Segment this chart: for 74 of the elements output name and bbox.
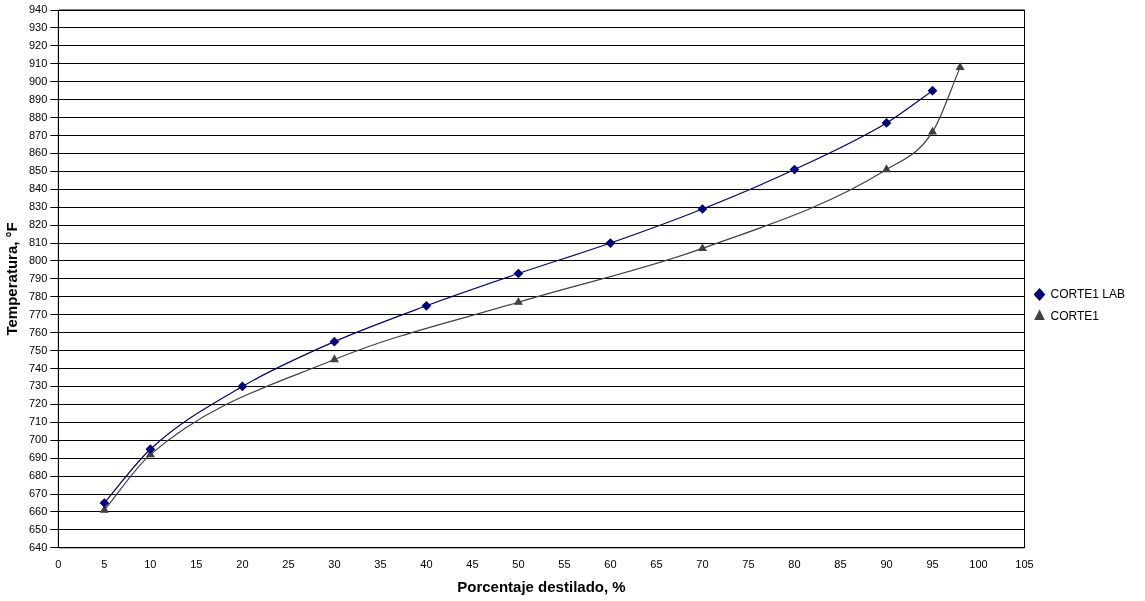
legend-label: CORTE1 <box>1050 308 1100 323</box>
y-tick-label: 870 <box>28 128 48 141</box>
y-tick-label: 850 <box>28 164 48 177</box>
y-tick-label: 780 <box>28 289 48 302</box>
y-axis-title: Temperatura, °F <box>3 222 21 336</box>
x-tick-label: 95 <box>926 558 939 571</box>
point <box>99 498 109 508</box>
x-tick-label: 75 <box>742 558 755 571</box>
y-tick-label: 820 <box>28 218 48 231</box>
point <box>100 505 109 513</box>
y-tick-label: 880 <box>28 110 48 123</box>
y-tick-label: 770 <box>28 307 48 320</box>
x-tick-label: 50 <box>512 558 525 571</box>
y-tick-label: 650 <box>28 522 48 535</box>
x-tick-label: 15 <box>190 558 203 571</box>
x-tick-label: 45 <box>466 558 479 571</box>
y-tick-label: 940 <box>28 3 48 16</box>
x-tick-label: 65 <box>650 558 663 571</box>
x-axis-title: Porcentaje destilado, % <box>457 578 626 596</box>
point <box>605 238 616 248</box>
point <box>513 268 524 279</box>
legend-label: CORTE1 LAB <box>1050 286 1126 301</box>
point <box>421 301 432 311</box>
point <box>882 164 891 173</box>
point <box>881 118 892 128</box>
x-tick-label: 40 <box>420 558 433 571</box>
y-tick-label: 860 <box>28 146 48 159</box>
point <box>698 243 707 252</box>
x-tick-label: 85 <box>834 558 847 571</box>
point <box>927 86 938 96</box>
point <box>956 62 965 70</box>
y-tick-label: 730 <box>28 379 48 392</box>
x-tick-label: 35 <box>374 558 387 571</box>
y-tick-label: 640 <box>28 540 48 553</box>
point <box>697 204 708 214</box>
point <box>329 337 339 347</box>
y-tick-label: 890 <box>28 92 48 105</box>
y-tick-label: 750 <box>28 343 48 356</box>
point <box>928 127 937 135</box>
x-tick-label: 30 <box>328 558 341 571</box>
y-tick-label: 840 <box>28 182 48 195</box>
point <box>237 381 247 392</box>
y-tick-label: 900 <box>28 74 48 87</box>
x-tick-label: 5 <box>101 558 108 571</box>
x-tick-label: 90 <box>880 558 893 571</box>
y-tick-label: 680 <box>28 469 48 482</box>
point <box>514 297 523 305</box>
y-tick-label: 910 <box>28 56 48 69</box>
point <box>330 354 339 363</box>
x-tick-label: 55 <box>558 558 571 571</box>
x-tick-label: 80 <box>788 558 801 571</box>
y-tick-label: 710 <box>28 415 48 428</box>
x-tick-label: 25 <box>282 558 295 571</box>
y-tick-label: 660 <box>28 504 48 517</box>
x-tick-label: 0 <box>55 558 62 571</box>
x-tick-label: 100 <box>969 558 988 571</box>
y-tick-label: 720 <box>28 397 48 410</box>
y-tick-label: 930 <box>28 20 48 33</box>
y-tick-label: 700 <box>28 433 48 446</box>
y-tick-label: 790 <box>28 271 48 284</box>
point <box>145 444 155 454</box>
y-tick-label: 920 <box>28 38 48 51</box>
y-tick-label: 830 <box>28 200 48 213</box>
y-tick-label: 760 <box>28 325 48 338</box>
x-tick-label: 20 <box>236 558 249 571</box>
x-tick-label: 10 <box>144 558 157 571</box>
y-tick-label: 690 <box>28 451 48 464</box>
y-tick-label: 810 <box>28 236 48 249</box>
y-tick-label: 670 <box>28 487 48 500</box>
y-tick-label: 740 <box>28 361 48 374</box>
y-tick-label: 800 <box>28 254 48 266</box>
x-tick-label: 105 <box>1015 558 1034 571</box>
x-tick-label: 70 <box>696 558 709 571</box>
x-tick-label: 60 <box>604 558 617 571</box>
